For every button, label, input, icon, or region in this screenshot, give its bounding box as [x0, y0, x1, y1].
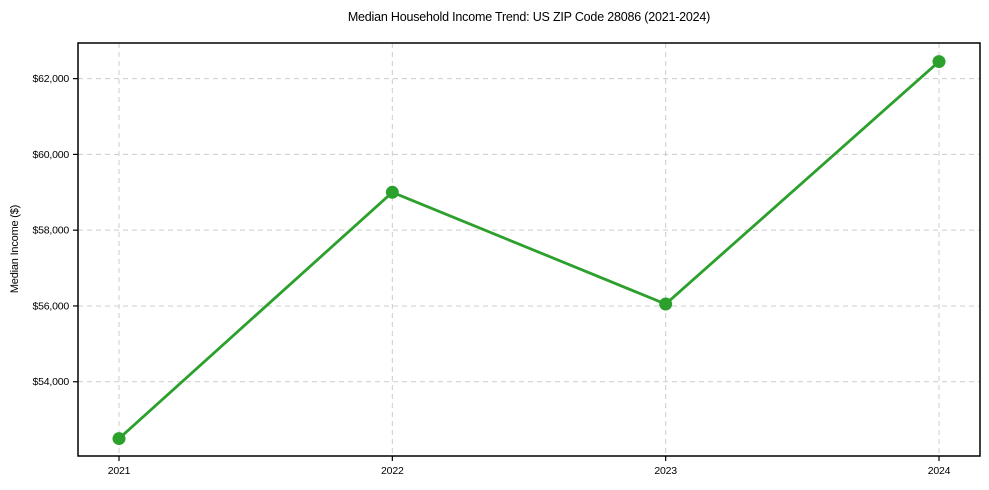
data-point-marker — [932, 55, 946, 69]
x-tick-label: 2022 — [381, 465, 404, 477]
y-tick-label: $56,000 — [32, 300, 69, 312]
y-tick-label: $54,000 — [32, 376, 69, 388]
y-tick-label: $60,000 — [32, 149, 69, 161]
grid-layer — [78, 43, 980, 456]
y-tick-label: $58,000 — [32, 225, 69, 237]
income-trend-line — [117, 60, 941, 440]
y-axis-label: Median Income ($) — [9, 205, 21, 293]
data-point-marker — [659, 297, 673, 311]
axes-layer: 2021 2022 2023 2024 $54,000 $56,000 $58,000 $60… — [32, 42, 981, 477]
x-tick-label: 2024 — [928, 465, 951, 477]
data-point-marker — [385, 185, 399, 199]
x-tick-label: 2023 — [654, 465, 677, 477]
x-tick-label: 2021 — [108, 465, 131, 477]
data-point-marker — [112, 432, 126, 446]
plot-border — [77, 42, 981, 457]
chart-title: Median Household Income Trend: US ZIP Co… — [348, 10, 710, 24]
y-tick-label: $62,000 — [32, 73, 69, 85]
series-layer — [112, 55, 946, 446]
